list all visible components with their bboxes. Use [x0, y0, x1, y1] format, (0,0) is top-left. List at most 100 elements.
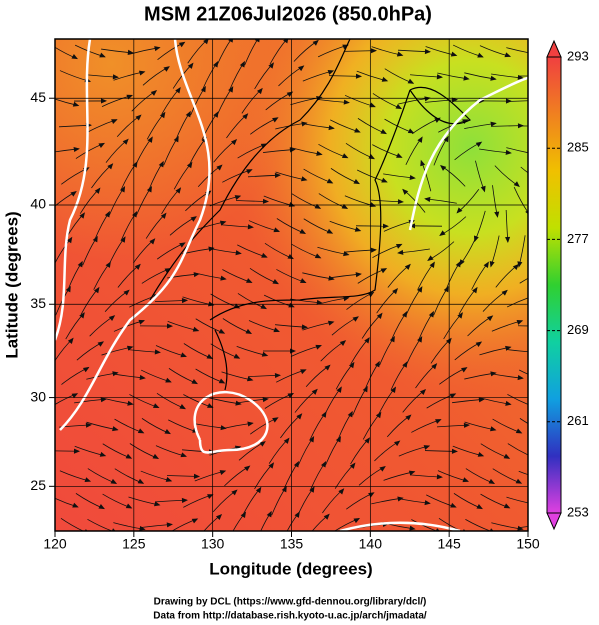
streamline-arrow [394, 440, 401, 447]
streamline-arrow [545, 523, 550, 527]
streamline-arrow [404, 263, 411, 270]
streamline-arrow [134, 263, 141, 270]
streamline [520, 166, 528, 174]
streamline-arrow [218, 378, 226, 384]
streamline-arrow [480, 185, 486, 193]
streamline-arrow [417, 136, 423, 143]
streamline-arrow [180, 452, 188, 458]
streamline-arrow [190, 216, 197, 222]
streamline-arrow [137, 478, 145, 484]
streamline-arrow [122, 138, 129, 145]
streamline-arrow [501, 289, 508, 296]
streamline-arrow [110, 478, 118, 484]
streamline-arrow [451, 448, 459, 454]
streamline [87, 518, 114, 531]
streamline-arrow [82, 366, 90, 373]
streamline-arrow [381, 76, 389, 82]
streamline-arrow [181, 497, 189, 503]
streamline-arrow [207, 403, 214, 408]
streamline-arrow [504, 52, 512, 58]
streamline-arrow [266, 510, 272, 518]
streamline-arrow [463, 422, 470, 428]
streamline [519, 277, 528, 284]
streamline-arrow [381, 177, 388, 183]
streamline [506, 47, 528, 54]
streamline-arrow [105, 261, 111, 268]
streamline [517, 325, 528, 327]
streamline-arrow [175, 187, 182, 194]
streamline-arrow [353, 178, 360, 185]
streamline-arrow [231, 139, 238, 146]
streamline-arrow [320, 461, 327, 468]
streamline-arrow [531, 455, 536, 459]
streamline-arrow [283, 437, 290, 444]
streamline-arrow [165, 377, 172, 383]
streamline-arrow [219, 220, 227, 226]
streamline [506, 496, 528, 504]
x-tick-label: 150 [516, 536, 540, 552]
streamline-arrow [154, 501, 161, 507]
streamline-arrow [152, 453, 160, 459]
streamline-arrow [166, 323, 174, 329]
streamline-arrow [73, 448, 81, 454]
streamline [411, 519, 438, 531]
x-tick-label: 145 [437, 536, 461, 552]
streamline-arrow [312, 39, 319, 46]
x-axis-label: Longitude (degrees) [209, 559, 372, 578]
streamline-arrow [324, 364, 331, 371]
streamline-arrow [181, 297, 189, 304]
streamline [518, 526, 528, 529]
streamline-arrow [367, 291, 375, 298]
streamline-arrow [219, 470, 227, 475]
streamline-arrow [309, 436, 315, 443]
streamline-arrow [402, 361, 408, 368]
streamline-arrow [428, 310, 434, 318]
streamline-arrow [364, 337, 370, 344]
streamline-arrow [408, 470, 416, 476]
y-tick-label: 30 [30, 388, 46, 404]
streamline-arrow [390, 386, 396, 394]
streamline-arrow [246, 278, 253, 283]
streamline-arrow [354, 226, 362, 232]
streamline-arrow [242, 113, 249, 120]
streamline [519, 369, 528, 375]
streamline-arrow [272, 417, 279, 423]
streamline-arrow [255, 486, 262, 494]
streamline-arrow [206, 353, 214, 359]
streamline [507, 393, 528, 405]
streamline-arrow [341, 203, 349, 209]
colorbar-tick-label: 277 [567, 231, 589, 246]
streamline-arrow [147, 136, 153, 143]
streamline-arrow [70, 191, 77, 197]
streamline-arrow [436, 474, 443, 480]
streamline-arrow [120, 236, 126, 243]
streamline-arrow [352, 316, 359, 322]
colorbar-bottom-extension [546, 512, 562, 531]
streamline-arrow [472, 286, 478, 294]
streamline-arrow [66, 236, 73, 244]
streamline-arrow [108, 315, 116, 321]
streamline-arrow [272, 279, 279, 285]
y-tick-label: 35 [30, 295, 46, 311]
streamline-arrow [72, 101, 80, 107]
streamline-arrow [534, 237, 538, 242]
streamline-arrow [119, 186, 126, 193]
streamline-arrow [477, 52, 484, 58]
streamline-arrow [207, 494, 214, 499]
streamline-arrow [327, 70, 335, 75]
streamline-arrow [402, 311, 408, 318]
streamline-arrow [407, 78, 415, 84]
streamline-arrow [67, 337, 74, 344]
streamline-arrow [316, 150, 323, 156]
streamline-arrow [533, 51, 538, 55]
streamline-arrow [375, 411, 382, 419]
streamline-arrow [286, 91, 294, 98]
streamline-arrow [515, 478, 523, 484]
streamline-arrow [505, 400, 512, 406]
streamline-arrow [191, 518, 199, 524]
streamline-arrow [159, 111, 166, 119]
streamline-arrow [228, 86, 234, 93]
streamline-arrow [461, 367, 468, 373]
streamline-arrow [349, 462, 356, 469]
streamline-arrow [326, 228, 334, 234]
